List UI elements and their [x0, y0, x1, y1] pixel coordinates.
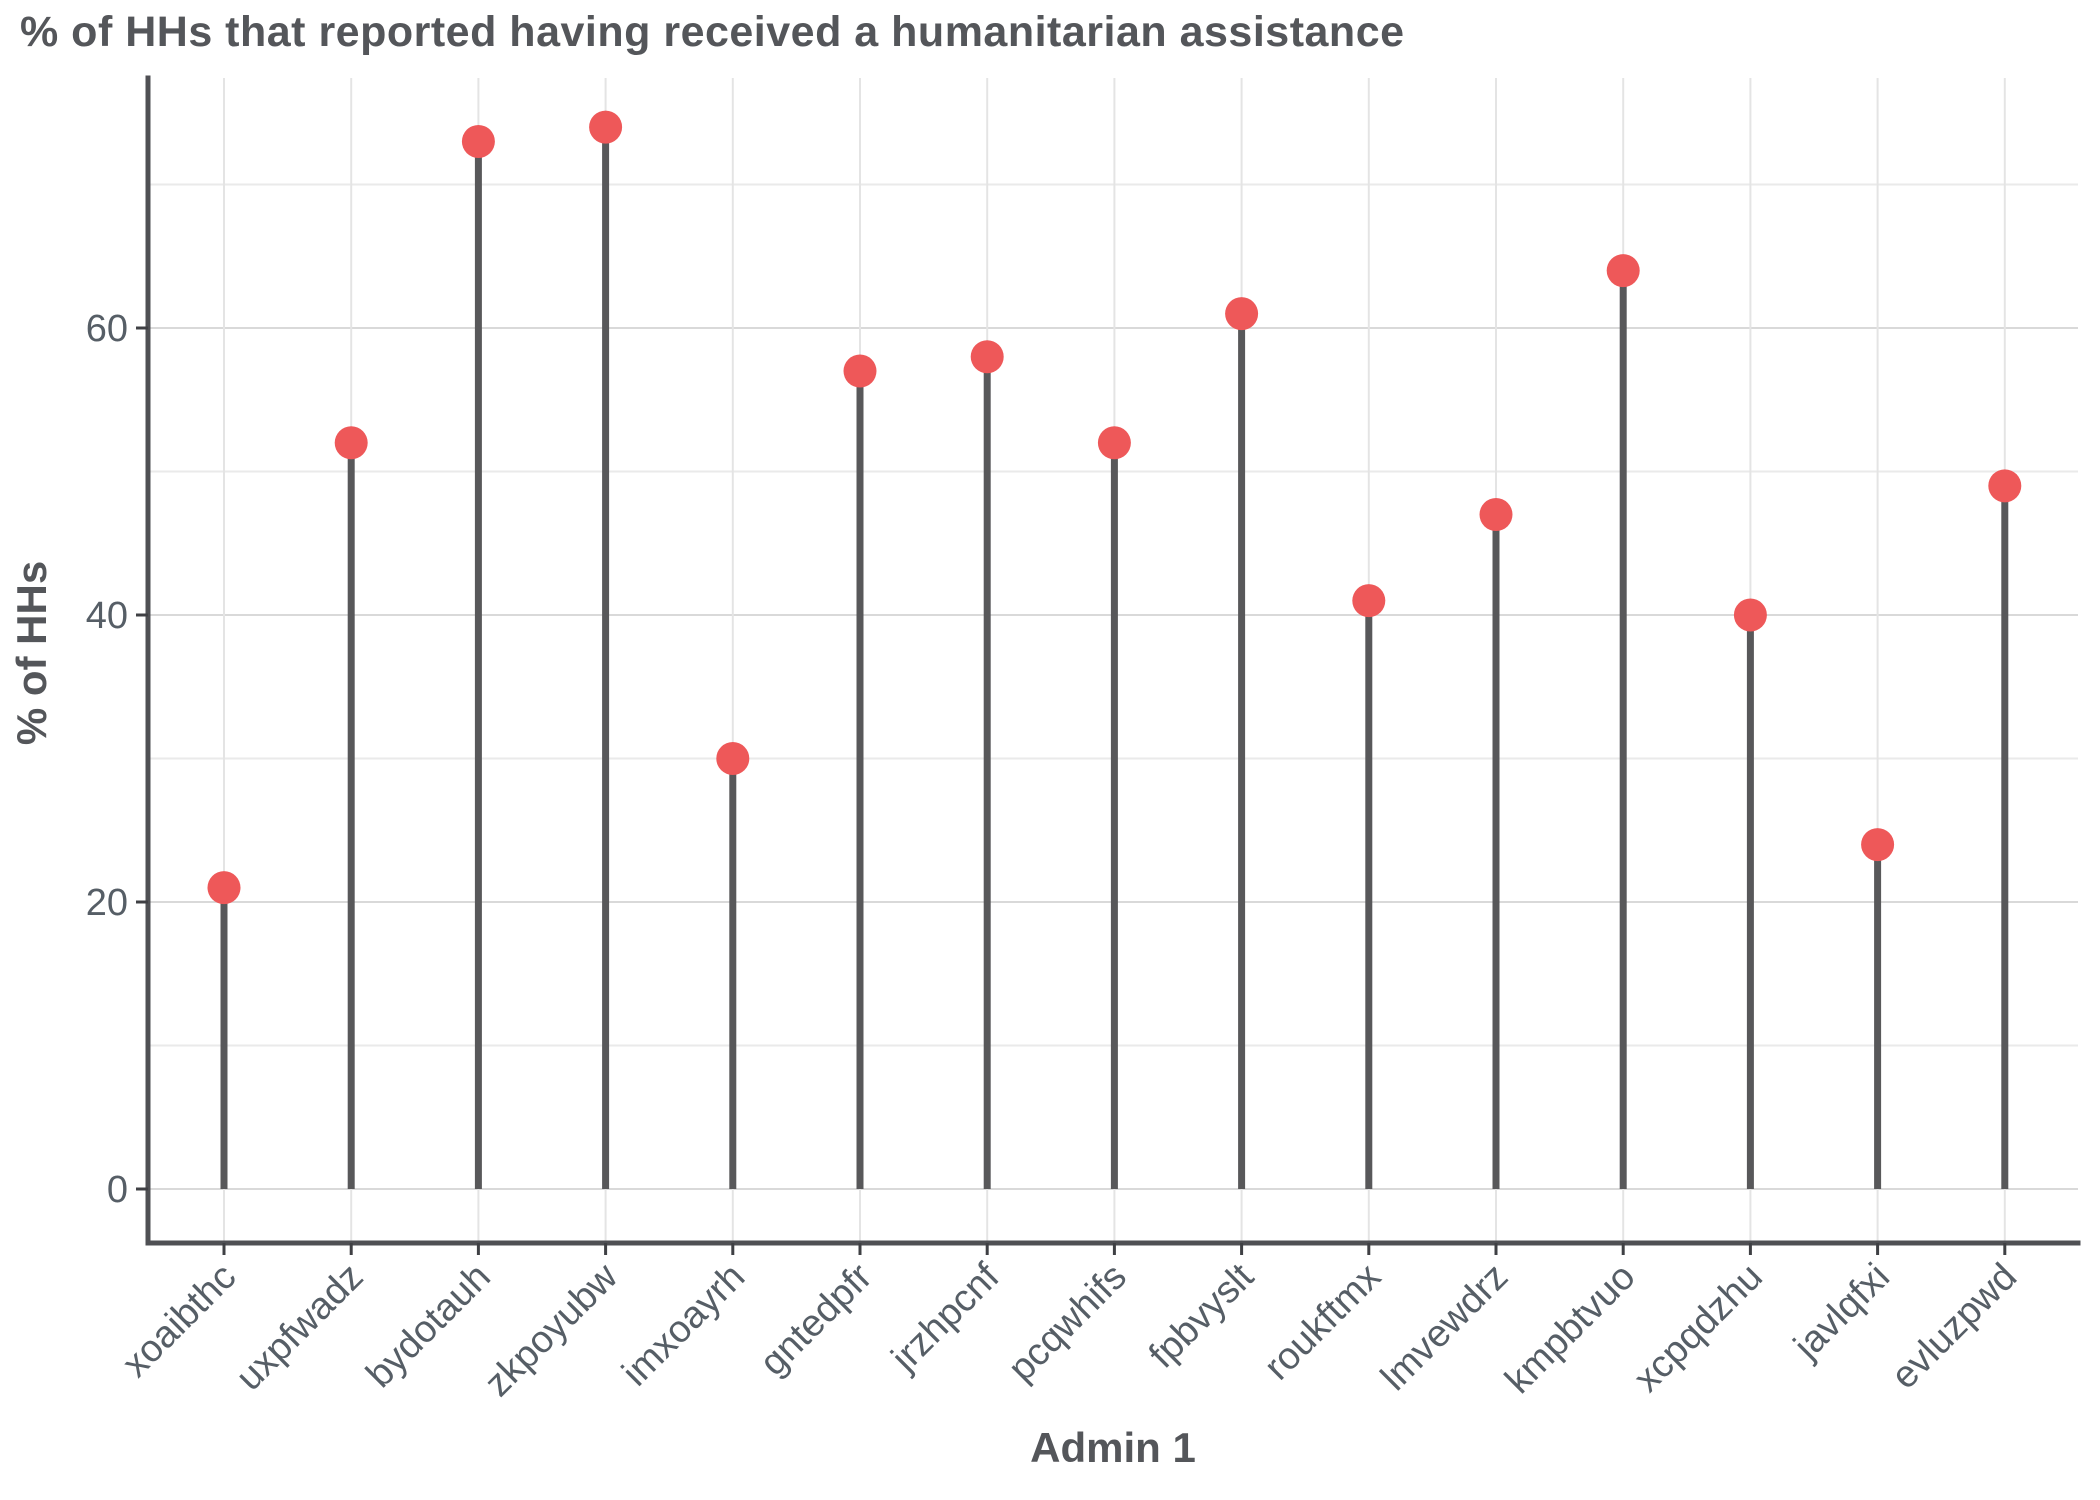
lollipop-dot-imxoayrh — [716, 742, 750, 775]
x-tick-label: fpbvyslt — [1141, 1255, 1262, 1376]
lollipop-dot-xcpqdzhu — [1733, 598, 1767, 632]
x-tick-label: xoaibthc — [115, 1256, 245, 1386]
x-tick-label: imxoayrh — [614, 1256, 753, 1395]
x-tick-label: roukftmx — [1256, 1256, 1389, 1389]
y-tick-label: 40 — [86, 595, 128, 637]
y-tick-label: 60 — [86, 308, 128, 350]
lollipop-dot-pcqwhifs — [1097, 426, 1131, 460]
x-tick-label: kmpbtvuo — [1497, 1256, 1643, 1402]
tick-labels: 0204060xoaibthcuxpfwadzbydotauhzkpoyubwi… — [86, 308, 2025, 1405]
lollipop-dot-kmpbtvuo — [1606, 254, 1640, 288]
lollipop-dot-xoaibthc — [207, 871, 241, 905]
x-axis-title: Admin 1 — [1030, 1424, 1196, 1471]
lollipop-dot-javlqfxi — [1861, 828, 1895, 862]
lollipop-dot-fpbvyslt — [1225, 297, 1259, 331]
lollipop-dot-roukftmx — [1352, 584, 1386, 618]
lollipop-dot-bydotauh — [461, 124, 495, 158]
lollipop-stems — [220, 127, 2009, 1189]
y-tick-label: 0 — [107, 1169, 128, 1211]
chart-title: % of HHs that reported having received a… — [20, 8, 1405, 56]
x-tick-label: zkpoyubw — [477, 1255, 627, 1405]
lollipop-dot-evluzpwd — [1988, 469, 2022, 503]
x-tick-label: xcpqdzhu — [1626, 1256, 1771, 1401]
lollipop-dot-lmvewdrz — [1479, 498, 1513, 532]
x-tick-label: javlqfxi — [1785, 1256, 1898, 1369]
lollipop-dot-jrzhpcnf — [970, 340, 1004, 374]
x-tick-label: gntedpfr — [752, 1255, 881, 1384]
lollipop-dot-gntedpfr — [843, 354, 877, 388]
x-tick-label: evluzpwd — [1883, 1256, 2025, 1398]
x-tick-label: pcqwhifs — [1001, 1256, 1135, 1390]
tick-marks — [136, 326, 2007, 1255]
y-tick-label: 20 — [86, 882, 128, 924]
x-tick-label: uxpfwadz — [228, 1256, 371, 1399]
y-axis-title: % of HHs — [8, 561, 55, 745]
lollipop-dot-uxpfwadz — [334, 426, 368, 460]
lollipop-dots — [207, 110, 2022, 905]
x-tick-label: jrzhpcnf — [883, 1255, 1008, 1380]
x-tick-label: lmvewdrz — [1373, 1256, 1516, 1399]
lollipop-dot-zkpoyubw — [589, 110, 623, 144]
